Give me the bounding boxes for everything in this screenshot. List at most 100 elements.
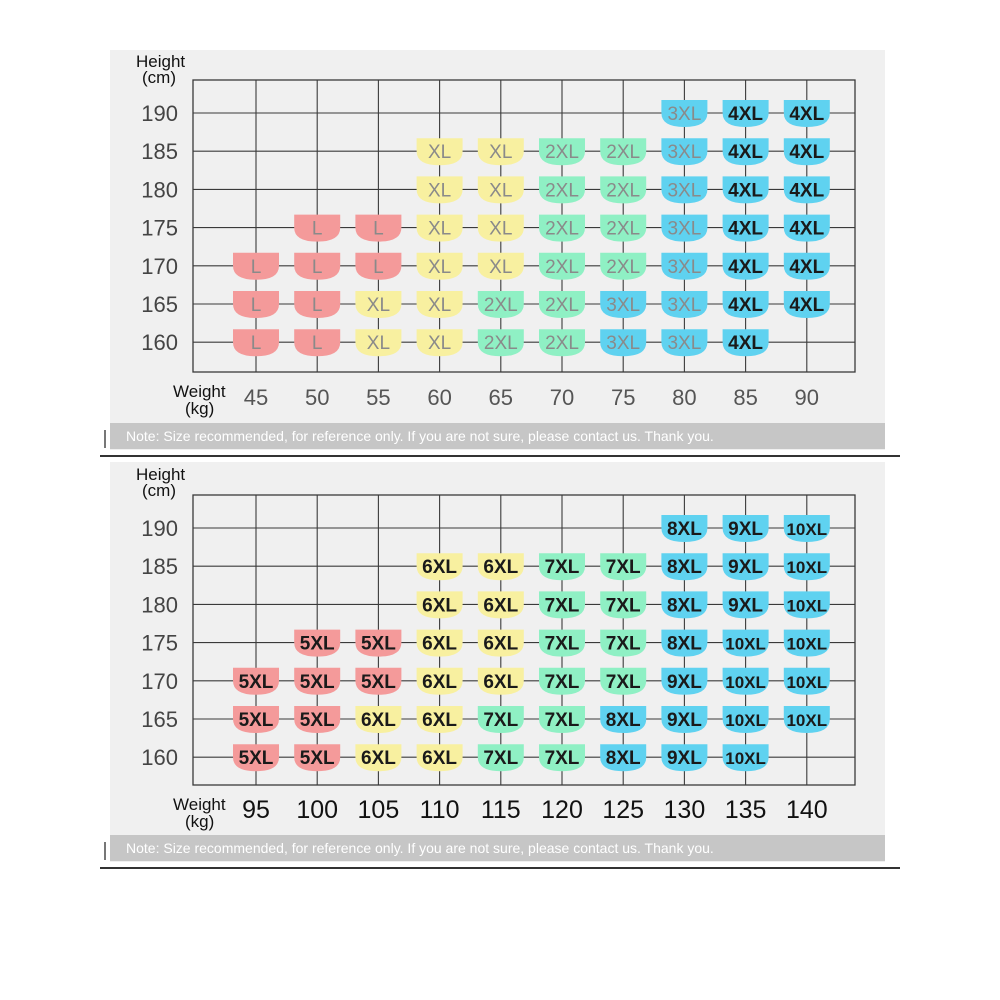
size-cell-label: 6XL xyxy=(422,595,457,616)
size-cell-badge xyxy=(355,252,402,280)
size-cell-label: L xyxy=(251,295,262,316)
size-cell-label: 4XL xyxy=(728,333,763,354)
size-cell-badge xyxy=(294,252,341,280)
size-cell-label: L xyxy=(251,333,262,354)
size-cell-label: 4XL xyxy=(789,142,824,163)
size-cell-badge xyxy=(783,100,830,127)
size-cell-label: 10XL xyxy=(725,711,766,730)
size-cell-badge xyxy=(355,214,402,242)
size-cell-label: 6XL xyxy=(483,634,518,655)
size-cell-badge xyxy=(539,329,585,357)
size-cell-label: 4XL xyxy=(728,295,763,316)
x-axis-unit: (kg) xyxy=(185,399,214,418)
size-cell-label: 6XL xyxy=(422,710,457,731)
divider-rule-2 xyxy=(100,867,900,869)
size-cell-label: XL xyxy=(428,219,451,240)
size-cell-badge xyxy=(416,553,463,581)
y-tick-label: 165 xyxy=(141,292,178,317)
x-tick-label: 105 xyxy=(358,796,400,824)
size-cell-label: 6XL xyxy=(422,557,457,578)
size-cell-label: 5XL xyxy=(300,710,335,731)
size-cell-badge xyxy=(233,252,279,280)
size-cell-badge xyxy=(539,629,585,657)
size-cell-label: XL xyxy=(489,219,512,240)
size-cell-label: 4XL xyxy=(789,257,824,278)
size-cell-label: 7XL xyxy=(606,672,641,693)
size-cell-label: 2XL xyxy=(606,257,640,278)
size-cell-label: 9XL xyxy=(728,557,763,578)
size-cell-label: 4XL xyxy=(789,219,824,240)
size-cell-badge xyxy=(722,667,769,695)
size-cell-label: 3XL xyxy=(667,219,701,240)
size-cell-badge xyxy=(416,591,463,619)
size-cell-badge xyxy=(539,176,585,204)
size-cell-label: 6XL xyxy=(422,634,457,655)
size-cell-label: 8XL xyxy=(667,634,702,655)
x-tick-label: 65 xyxy=(489,385,513,410)
x-axis-title: Weight xyxy=(173,382,226,401)
size-cell-label: 10XL xyxy=(786,635,827,654)
size-cell-badge xyxy=(783,591,830,619)
size-cell-badge xyxy=(722,100,769,127)
x-axis-unit: (kg) xyxy=(185,812,214,831)
size-cell-label: 9XL xyxy=(667,672,702,693)
size-cell-label: L xyxy=(312,295,323,316)
size-cell-badge xyxy=(783,515,830,542)
size-cell-badge xyxy=(477,744,524,772)
size-cell-label: XL xyxy=(367,333,390,354)
y-axis-unit: (cm) xyxy=(142,68,176,87)
size-cell-badge xyxy=(600,629,647,657)
size-cell-label: 4XL xyxy=(728,219,763,240)
x-tick-label: 80 xyxy=(672,385,696,410)
note-bar-2: Note: Size recommended, for reference on… xyxy=(110,835,885,861)
size-cell-label: 4XL xyxy=(789,104,824,125)
size-cell-label: 7XL xyxy=(545,595,580,616)
size-cell-label: L xyxy=(312,333,323,354)
size-cell-badge xyxy=(600,214,647,242)
size-cell-label: 10XL xyxy=(786,558,827,577)
size-cell-badge xyxy=(783,706,830,733)
size-cell-badge xyxy=(233,329,279,357)
size-cell-badge xyxy=(783,553,830,581)
size-cell-badge xyxy=(722,291,769,318)
y-tick-label: 175 xyxy=(141,216,178,241)
y-tick-label: 190 xyxy=(141,516,178,541)
size-cell-label: L xyxy=(251,257,262,278)
size-cell-label: 9XL xyxy=(667,710,702,731)
size-cell-badge xyxy=(355,706,402,733)
size-cell-label: XL xyxy=(428,295,451,316)
y-tick-label: 175 xyxy=(141,631,178,656)
size-cell-label: 2XL xyxy=(545,219,579,240)
size-cell-badge xyxy=(539,591,585,619)
size-cell-label: 10XL xyxy=(725,635,766,654)
size-cell-label: 4XL xyxy=(728,104,763,125)
size-cell-label: XL xyxy=(367,295,390,316)
x-tick-label: 140 xyxy=(786,796,828,824)
size-cell-badge xyxy=(661,329,708,357)
x-tick-label: 120 xyxy=(541,796,583,824)
x-tick-label: 85 xyxy=(733,385,757,410)
size-cell-badge xyxy=(294,214,341,242)
size-cell-badge xyxy=(783,214,830,242)
size-cell-badge xyxy=(783,291,830,318)
size-cell-badge xyxy=(477,667,524,695)
size-cell-label: 10XL xyxy=(786,596,827,615)
y-tick-label: 185 xyxy=(141,554,178,579)
size-cell-badge xyxy=(539,214,585,242)
size-cell-badge xyxy=(416,667,463,695)
size-cell-badge xyxy=(355,744,402,772)
size-cell-label: 3XL xyxy=(667,180,701,201)
size-cell-label: 7XL xyxy=(545,634,580,655)
size-cell-label: 2XL xyxy=(484,333,518,354)
size-cell-label: 8XL xyxy=(667,595,702,616)
size-cell-label: 5XL xyxy=(300,634,335,655)
size-cell-badge xyxy=(233,744,279,772)
size-cell-badge xyxy=(661,515,708,542)
size-cell-badge xyxy=(416,138,463,166)
size-cell-badge xyxy=(233,667,279,695)
size-cell-badge xyxy=(416,744,463,772)
size-cell-badge xyxy=(416,176,463,204)
grid-frame xyxy=(192,494,856,786)
size-cell-label: 2XL xyxy=(545,295,579,316)
size-cell-badge xyxy=(722,553,769,581)
